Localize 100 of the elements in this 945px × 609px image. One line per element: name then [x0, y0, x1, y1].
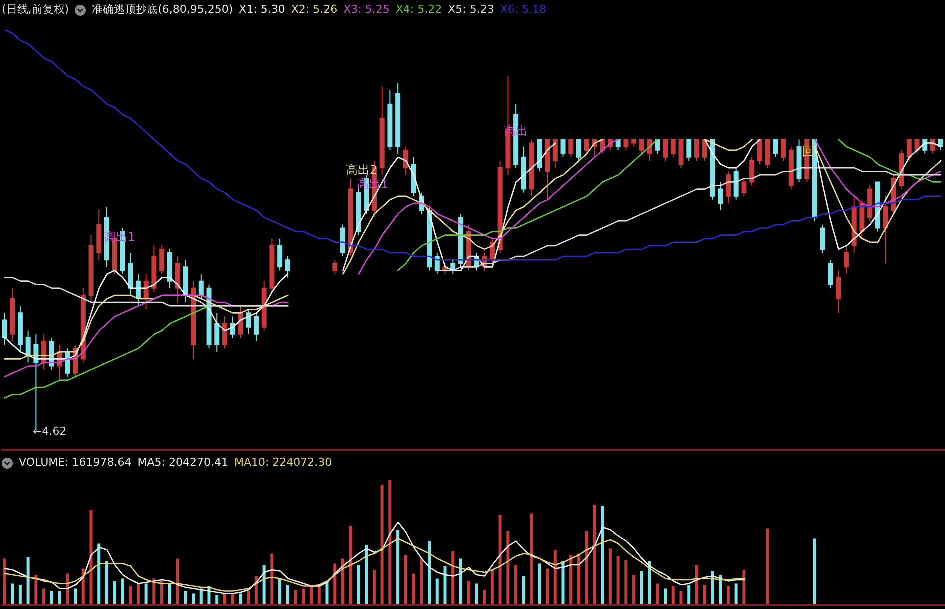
candlestick [718, 182, 724, 212]
candlestick [388, 90, 393, 151]
bar [522, 576, 526, 605]
bar [490, 570, 494, 605]
bar [514, 565, 518, 605]
bar [616, 556, 620, 605]
text: X6: 5.18 [500, 3, 547, 17]
candlestick [2, 312, 8, 346]
candlestick [285, 256, 290, 278]
candlestick [742, 178, 747, 197]
candlestick [521, 146, 526, 194]
candlestick [670, 139, 676, 158]
candlestick [796, 139, 802, 183]
bar [546, 568, 550, 605]
candlestick [820, 224, 826, 254]
bar [766, 528, 770, 605]
text: X1: 5.30 [239, 3, 286, 17]
bar [498, 515, 502, 605]
bar [302, 588, 306, 605]
bar [601, 506, 604, 605]
candlestick [788, 146, 794, 190]
candlestick [694, 139, 700, 162]
bar [585, 531, 588, 605]
bar [113, 581, 116, 605]
bar [121, 578, 124, 605]
candlestick [167, 248, 172, 289]
bar [42, 588, 46, 605]
candlestick [88, 234, 94, 304]
candlestick [175, 256, 180, 304]
bar [365, 545, 368, 605]
bar [483, 590, 486, 605]
bar [26, 558, 30, 605]
bar [742, 570, 746, 605]
bar [184, 591, 188, 605]
candlestick [254, 312, 259, 342]
bar [18, 585, 22, 605]
candlestick [632, 139, 637, 148]
text: X5: 5.23 [448, 3, 494, 17]
bar [372, 570, 376, 605]
candlestick [529, 139, 534, 197]
bar [632, 575, 636, 605]
bar [640, 571, 644, 605]
candlestick [380, 86, 385, 176]
candlestick [246, 309, 252, 335]
bar [318, 586, 321, 605]
bar [105, 561, 108, 605]
bar [294, 590, 298, 605]
bar [168, 584, 172, 605]
bar [74, 588, 78, 605]
bar [278, 578, 282, 605]
bar [428, 541, 432, 605]
candlestick [96, 210, 102, 261]
bar [270, 554, 274, 605]
chart-title: VOLUME: 161978.64 [19, 456, 132, 470]
candlestick [639, 139, 644, 154]
text: X4: 5.22 [396, 3, 442, 17]
candlestick [332, 260, 338, 275]
bar [467, 581, 470, 605]
candlestick [663, 139, 668, 162]
candlestick [844, 245, 849, 275]
bar [247, 591, 250, 605]
bar [334, 564, 337, 605]
bar [90, 510, 93, 605]
candlestick [128, 252, 134, 296]
chart-title: 准确逃顶抄底(6,80,95,250) [92, 3, 234, 17]
bar [577, 554, 580, 605]
bar [412, 574, 416, 605]
bar [436, 578, 439, 605]
candlestick [152, 245, 157, 292]
bar [176, 558, 180, 605]
candlestick [781, 139, 786, 162]
bar [58, 591, 62, 605]
candlestick [10, 288, 16, 342]
bar [680, 591, 683, 605]
bar [11, 584, 14, 605]
bar [608, 548, 612, 605]
candlestick [773, 139, 778, 158]
candlestick [678, 139, 684, 169]
candlestick [545, 139, 550, 200]
candlestick [836, 270, 842, 314]
candlestick [938, 139, 944, 151]
bar [554, 550, 557, 605]
candlestick [183, 260, 188, 304]
candlestick [576, 139, 582, 162]
candlestick [198, 274, 204, 300]
candlestick [616, 139, 621, 151]
text: MA5: 204270.41 [138, 456, 228, 470]
bar [129, 586, 132, 605]
bar [570, 555, 573, 605]
bar [144, 584, 148, 605]
bar [286, 585, 290, 605]
bar [452, 551, 455, 605]
candlestick [270, 238, 275, 292]
annotation: 高出1 [104, 230, 136, 244]
candlestick [828, 260, 834, 289]
bar [813, 538, 816, 605]
bar [530, 514, 534, 605]
candlestick [396, 82, 401, 154]
bar [734, 584, 738, 605]
candlestick [18, 306, 23, 353]
